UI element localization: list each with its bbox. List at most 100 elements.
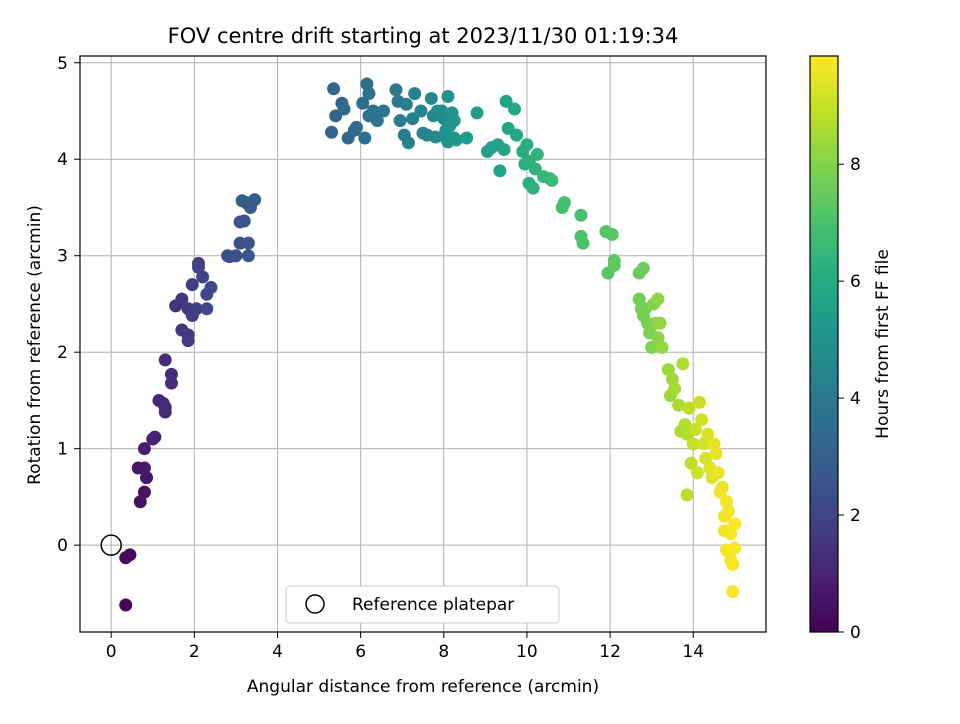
x-axis-ticks: 0 2 4 6 8 10 12 14 bbox=[106, 632, 704, 662]
data-point bbox=[406, 112, 420, 126]
data-point bbox=[707, 437, 721, 451]
colorbar-gradient bbox=[809, 55, 839, 633]
data-point bbox=[248, 193, 262, 207]
colorbar-tick-label: 0 bbox=[850, 623, 861, 643]
data-point bbox=[680, 488, 694, 502]
x-tick-label: 8 bbox=[438, 642, 449, 662]
data-point bbox=[709, 447, 723, 461]
data-point bbox=[720, 495, 734, 509]
data-point bbox=[181, 328, 195, 342]
data-point bbox=[470, 106, 484, 120]
data-point bbox=[349, 120, 363, 134]
chart-title: FOV centre drift starting at 2023/11/30 … bbox=[168, 24, 679, 48]
x-tick-label: 10 bbox=[516, 642, 538, 662]
data-point bbox=[140, 471, 154, 485]
x-tick-label: 6 bbox=[355, 642, 366, 662]
data-point bbox=[229, 249, 243, 263]
y-tick-label: 3 bbox=[57, 247, 68, 267]
data-points bbox=[100, 77, 742, 612]
data-point bbox=[655, 340, 669, 354]
y-tick-label: 5 bbox=[57, 54, 68, 74]
data-point bbox=[185, 278, 199, 292]
data-point bbox=[196, 270, 210, 284]
colorbar-tick-label: 6 bbox=[850, 272, 861, 292]
data-point bbox=[200, 302, 214, 316]
data-point bbox=[158, 353, 172, 367]
data-point bbox=[645, 340, 659, 354]
data-point bbox=[460, 131, 474, 145]
data-point bbox=[123, 548, 137, 562]
y-axis-ticks: 0 1 2 3 4 5 bbox=[57, 54, 80, 556]
data-point bbox=[393, 114, 407, 128]
data-point bbox=[688, 422, 702, 436]
data-point bbox=[424, 91, 438, 105]
data-point bbox=[428, 130, 442, 144]
data-point bbox=[686, 437, 700, 451]
data-point bbox=[545, 173, 559, 187]
data-point bbox=[668, 382, 682, 396]
reference-point-marker bbox=[100, 534, 122, 556]
colorbar-label: Hours from first FF file bbox=[873, 249, 893, 439]
data-point bbox=[399, 97, 413, 111]
data-point bbox=[237, 214, 251, 228]
data-point bbox=[441, 90, 455, 104]
data-point bbox=[408, 87, 422, 101]
data-point bbox=[726, 557, 740, 571]
colorbar-tick-label: 4 bbox=[850, 389, 861, 409]
data-point bbox=[715, 480, 729, 494]
data-point bbox=[507, 102, 521, 116]
data-point bbox=[605, 227, 619, 241]
data-point bbox=[672, 398, 686, 412]
data-point bbox=[119, 598, 133, 612]
data-point bbox=[493, 164, 507, 178]
data-point bbox=[576, 236, 590, 250]
colorbar: 0 2 4 6 8 Hours from first FF file bbox=[809, 55, 893, 643]
x-tick-label: 12 bbox=[599, 642, 621, 662]
data-point bbox=[241, 249, 255, 263]
data-point bbox=[728, 517, 742, 531]
colorbar-tick-label: 8 bbox=[850, 155, 861, 175]
data-point bbox=[175, 292, 189, 306]
data-point bbox=[653, 316, 667, 330]
data-point bbox=[526, 181, 540, 195]
data-point bbox=[695, 413, 709, 427]
legend-label-reference: Reference platepar bbox=[352, 595, 514, 615]
data-point bbox=[447, 114, 461, 128]
data-point bbox=[711, 466, 725, 480]
data-point bbox=[137, 461, 151, 475]
data-point bbox=[651, 292, 665, 306]
data-point bbox=[682, 401, 696, 415]
data-point bbox=[690, 466, 704, 480]
data-point bbox=[377, 104, 391, 118]
data-point bbox=[362, 87, 376, 101]
data-point bbox=[726, 584, 740, 598]
data-point bbox=[235, 194, 249, 208]
y-axis-label: Rotation from reference (arcmin) bbox=[25, 205, 45, 485]
data-point bbox=[728, 541, 742, 555]
data-point bbox=[676, 357, 690, 371]
x-tick-label: 4 bbox=[272, 642, 283, 662]
data-point bbox=[327, 82, 341, 96]
data-point bbox=[499, 94, 513, 108]
x-tick-label: 2 bbox=[189, 642, 200, 662]
data-point bbox=[158, 400, 172, 414]
data-point bbox=[189, 302, 203, 316]
data-point bbox=[722, 504, 736, 518]
data-point bbox=[325, 125, 339, 139]
data-point bbox=[164, 376, 178, 390]
plot-frame bbox=[79, 55, 767, 633]
data-point bbox=[665, 372, 679, 386]
legend-marker-reference bbox=[305, 594, 325, 614]
data-point bbox=[241, 236, 255, 250]
data-point bbox=[678, 418, 692, 432]
data-point bbox=[636, 261, 650, 275]
colorbar-ticks: 0 2 4 6 8 bbox=[838, 155, 861, 643]
data-point bbox=[449, 133, 463, 147]
data-point bbox=[530, 147, 544, 161]
data-point bbox=[137, 485, 151, 499]
y-tick-label: 4 bbox=[57, 150, 68, 170]
y-tick-label: 0 bbox=[57, 536, 68, 556]
x-tick-label: 14 bbox=[682, 642, 704, 662]
data-point bbox=[414, 104, 428, 118]
